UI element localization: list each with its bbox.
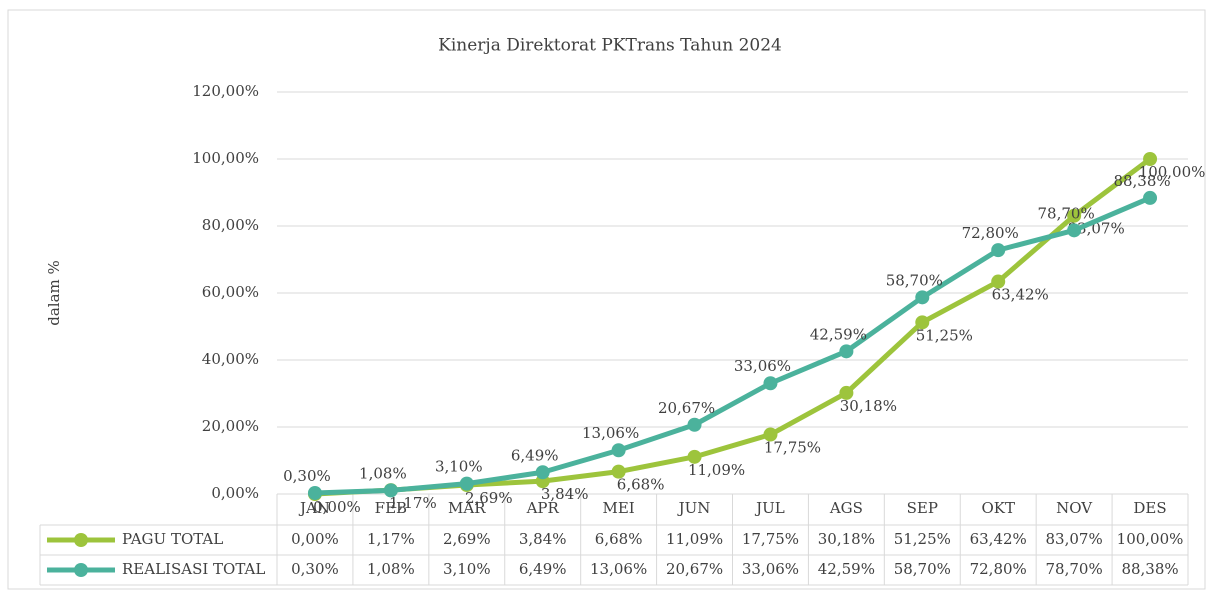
data-point (1067, 208, 1082, 223)
table-cell: 0,00% (291, 530, 339, 548)
data-point (459, 476, 474, 491)
data-label: 0,30% (283, 467, 331, 485)
table-cell: 72,80% (970, 560, 1027, 578)
table-cell: 1,17% (367, 530, 415, 548)
data-point (839, 344, 854, 359)
table-cell: 0,30% (291, 560, 339, 578)
data-label: 51,25% (916, 326, 973, 344)
data-point (915, 315, 930, 330)
data-point (915, 290, 930, 305)
table-cell: 3,10% (443, 560, 491, 578)
data-label: 17,75% (764, 439, 821, 457)
table-cell: 63,42% (970, 530, 1027, 548)
x-tick-label: AGS (829, 499, 863, 517)
data-point (307, 485, 322, 500)
data-label: 2,69% (465, 489, 513, 507)
legend-label: REALISASI TOTAL (122, 560, 265, 578)
chart-border (7, 9, 1206, 590)
data-label: 78,70% (1038, 204, 1095, 222)
data-label: 42,59% (810, 325, 867, 343)
table-cell: 3,84% (519, 530, 567, 548)
data-label: 33,06% (734, 357, 791, 375)
table-cell: 88,38% (1121, 560, 1178, 578)
x-tick-label: MEI (603, 499, 635, 517)
data-point (611, 464, 626, 479)
series-line (314, 195, 1152, 496)
data-point (535, 465, 550, 480)
table-cell: 33,06% (742, 560, 799, 578)
x-tick-label: FEB (375, 499, 407, 517)
data-point (763, 376, 778, 391)
data-label: 30,18% (840, 397, 897, 415)
x-tick-label: DES (1133, 499, 1166, 517)
x-tick-label: OKT (981, 499, 1015, 517)
data-label: 13,06% (582, 424, 639, 442)
y-tick-label: 40,00% (202, 350, 259, 368)
table-cell: 1,08% (367, 560, 415, 578)
table-cell: 13,06% (590, 560, 647, 578)
data-point (839, 385, 854, 400)
y-tick-label: 20,00% (202, 417, 259, 435)
data-label: 72,80% (962, 224, 1019, 242)
data-point (991, 243, 1006, 258)
data-point (763, 427, 778, 442)
table-cell: 11,09% (666, 530, 723, 548)
data-label: 1,17% (389, 494, 437, 512)
data-point (1143, 152, 1158, 166)
y-axis-label: dalam % (45, 260, 63, 326)
table-cell: 20,67% (666, 560, 723, 578)
legend-marker (74, 563, 88, 577)
data-label: 20,67% (658, 399, 715, 417)
y-tick-label: 0,00% (211, 484, 259, 502)
data-label: 100,00% (1139, 163, 1206, 181)
data-point (687, 417, 702, 432)
data-point (991, 274, 1006, 289)
data-label: 3,84% (541, 485, 589, 503)
table-cell: 17,75% (742, 530, 799, 548)
data-label: 63,42% (992, 286, 1049, 304)
data-point (1143, 190, 1158, 205)
x-tick-label: SEP (907, 499, 938, 517)
table-cell: 83,07% (1046, 530, 1103, 548)
data-label: 88,38% (1113, 172, 1170, 190)
y-tick-label: 120,00% (192, 82, 259, 100)
table-cell: 51,25% (894, 530, 951, 548)
table-cell: 100,00% (1117, 530, 1184, 548)
x-tick-label: APR (526, 499, 560, 517)
data-label: 6,68% (617, 476, 665, 494)
table-cell: 6,49% (519, 560, 567, 578)
data-point (1067, 223, 1082, 238)
data-label: 1,08% (359, 464, 407, 482)
x-tick-label: JUL (754, 499, 785, 517)
data-label: 6,49% (511, 446, 559, 464)
x-tick-label: JUN (677, 499, 711, 517)
data-label: 3,10% (435, 458, 483, 476)
chart-title: Kinerja Direktorat PKTrans Tahun 2024 (438, 36, 782, 56)
data-label: 83,07% (1068, 220, 1125, 238)
data-label: 11,09% (688, 461, 745, 479)
y-tick-label: 100,00% (192, 149, 259, 167)
table-cell: 2,69% (443, 530, 491, 548)
table-cell: 58,70% (894, 560, 951, 578)
data-point (611, 443, 626, 458)
table-cell: 42,59% (818, 560, 875, 578)
data-label: 58,70% (886, 271, 943, 289)
legend-marker (74, 533, 88, 547)
table-cell: 30,18% (818, 530, 875, 548)
data-label: 0,00% (313, 498, 361, 516)
table-cell: 6,68% (595, 530, 643, 548)
data-point (687, 449, 702, 464)
y-tick-label: 80,00% (202, 216, 259, 234)
table-cell: 78,70% (1046, 560, 1103, 578)
y-tick-label: 60,00% (202, 283, 259, 301)
data-point (383, 483, 398, 498)
legend-label: PAGU TOTAL (122, 530, 223, 548)
x-tick-label: JAN (298, 499, 330, 517)
x-tick-label: MAR (448, 499, 486, 517)
x-tick-label: NOV (1056, 499, 1093, 517)
